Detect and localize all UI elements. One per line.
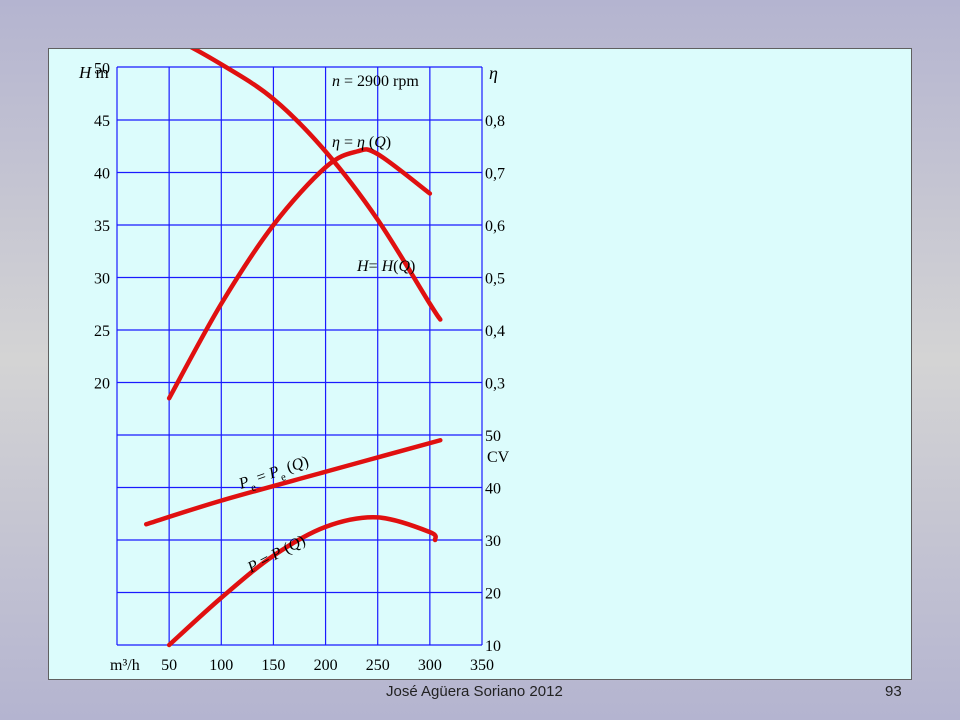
efficiency-curve	[166, 147, 433, 401]
power-tick-label: 20	[485, 586, 501, 603]
eta-tick-label: 0,6	[485, 218, 505, 235]
x-tick-label: 200	[314, 657, 338, 674]
efficiency-curve-label: η = η (Q)	[332, 134, 391, 151]
power-curve-label: P = P (Q)	[244, 532, 308, 577]
left-tick-label: 30	[94, 271, 110, 288]
left-tick-label: 35	[94, 218, 110, 235]
eta-tick-label: 0,5	[485, 271, 505, 288]
head-curve	[189, 49, 443, 322]
left-axis-label: H m	[78, 63, 109, 82]
eta-tick-label: 0,3	[485, 376, 505, 393]
left-tick-label: 40	[94, 166, 110, 183]
power-tick-label: 30	[485, 533, 501, 550]
pump-characteristic-chart: 50100150200250300350m³/h2025303540455055…	[78, 49, 510, 675]
curves	[143, 49, 443, 648]
slide-panel: 50100150200250300350m³/h2025303540455055…	[48, 48, 912, 680]
x-tick-label: 350	[470, 657, 494, 674]
footer-author: José Agüera Soriano 2012	[386, 683, 563, 700]
eta-tick-label: 0,8	[485, 113, 505, 130]
power-curve	[166, 515, 438, 648]
power-tick-label: 10	[485, 638, 501, 655]
footer-page-number: 93	[885, 683, 902, 700]
x-tick-label: 100	[209, 657, 233, 674]
head-curve-label: H= H(Q)	[356, 258, 415, 275]
power-axis-label: CV	[487, 449, 510, 466]
left-tick-label: 25	[94, 323, 110, 340]
x-tick-label: 50	[161, 657, 177, 674]
shaft-power-curve	[143, 438, 443, 527]
left-tick-label: 50	[94, 61, 110, 78]
left-tick-label: 45	[94, 113, 110, 130]
x-tick-label: 250	[366, 657, 390, 674]
x-tick-label: 300	[418, 657, 442, 674]
chart-title: n = 2900 rpm	[332, 73, 419, 90]
eta-axis-label: η	[489, 63, 498, 83]
x-axis-label: m³/h	[110, 657, 140, 674]
x-tick-label: 150	[261, 657, 285, 674]
power-tick-label: 40	[485, 481, 501, 498]
grid	[116, 66, 483, 646]
eta-tick-label: 0,7	[485, 166, 505, 183]
left-tick-label: 20	[94, 376, 110, 393]
power-tick-label: 50	[485, 428, 501, 445]
labels: 50100150200250300350m³/h2025303540455055…	[78, 61, 510, 675]
eta-tick-label: 0,4	[485, 323, 505, 340]
